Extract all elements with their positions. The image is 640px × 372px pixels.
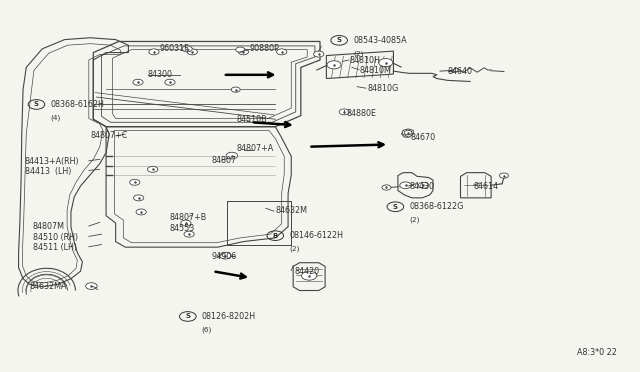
Text: (6): (6) bbox=[202, 327, 212, 333]
Text: (4): (4) bbox=[51, 115, 61, 121]
Text: 84807M: 84807M bbox=[33, 222, 65, 231]
Text: 84632MA: 84632MA bbox=[29, 282, 67, 291]
Circle shape bbox=[301, 271, 317, 280]
Text: 84810G: 84810G bbox=[367, 84, 399, 93]
Text: 08146-6122H: 08146-6122H bbox=[289, 231, 343, 240]
Text: 84807+A: 84807+A bbox=[237, 144, 274, 153]
Circle shape bbox=[184, 231, 194, 237]
Text: 84632M: 84632M bbox=[275, 206, 307, 215]
Circle shape bbox=[327, 61, 341, 69]
Text: 84510B: 84510B bbox=[237, 115, 268, 124]
Text: 84553: 84553 bbox=[170, 224, 195, 233]
Circle shape bbox=[220, 252, 231, 259]
Text: 84413  (LH): 84413 (LH) bbox=[25, 167, 71, 176]
Circle shape bbox=[133, 79, 143, 85]
Circle shape bbox=[226, 152, 237, 159]
Text: S: S bbox=[393, 204, 398, 210]
Circle shape bbox=[276, 49, 287, 55]
Text: 08126-8202H: 08126-8202H bbox=[202, 312, 256, 321]
Circle shape bbox=[136, 209, 147, 215]
Circle shape bbox=[379, 58, 393, 67]
Text: 84420: 84420 bbox=[294, 267, 319, 276]
Text: 84614: 84614 bbox=[473, 182, 499, 190]
Text: (2): (2) bbox=[353, 51, 364, 57]
Circle shape bbox=[130, 179, 140, 185]
Text: 90880P: 90880P bbox=[250, 44, 280, 53]
Circle shape bbox=[400, 182, 412, 189]
Circle shape bbox=[238, 49, 248, 55]
Text: 96031F: 96031F bbox=[159, 44, 189, 53]
Circle shape bbox=[404, 131, 412, 135]
Circle shape bbox=[149, 49, 159, 55]
Text: 84810M: 84810M bbox=[360, 66, 392, 75]
Text: 84810H: 84810H bbox=[349, 56, 380, 65]
Text: S: S bbox=[186, 314, 190, 320]
Circle shape bbox=[134, 195, 144, 201]
Text: 84413+A(RH): 84413+A(RH) bbox=[25, 157, 79, 166]
Text: 08368-6122G: 08368-6122G bbox=[410, 202, 464, 211]
Text: A8:3*0 22: A8:3*0 22 bbox=[577, 348, 617, 357]
Circle shape bbox=[182, 46, 192, 52]
Text: (2): (2) bbox=[410, 217, 420, 223]
Text: 08368-6162H: 08368-6162H bbox=[51, 100, 104, 109]
Circle shape bbox=[314, 51, 324, 57]
Circle shape bbox=[339, 109, 349, 115]
Text: 84880E: 84880E bbox=[347, 109, 377, 118]
Text: 84300: 84300 bbox=[148, 70, 173, 79]
Text: 94906: 94906 bbox=[211, 252, 237, 261]
Text: 84640: 84640 bbox=[448, 67, 473, 76]
Text: 84670: 84670 bbox=[411, 133, 436, 142]
Text: (2): (2) bbox=[289, 246, 300, 252]
Text: 84430: 84430 bbox=[410, 182, 435, 190]
Circle shape bbox=[499, 173, 508, 178]
Circle shape bbox=[419, 182, 429, 188]
Circle shape bbox=[382, 185, 391, 190]
Text: S: S bbox=[337, 37, 342, 44]
Text: 84807+C: 84807+C bbox=[90, 131, 127, 141]
Text: B: B bbox=[273, 232, 278, 239]
Text: 84807+B: 84807+B bbox=[170, 213, 207, 222]
Circle shape bbox=[180, 220, 191, 226]
Circle shape bbox=[187, 49, 197, 55]
Circle shape bbox=[148, 166, 158, 172]
Text: 84510 (RH): 84510 (RH) bbox=[33, 232, 77, 242]
Text: 84511 (LH): 84511 (LH) bbox=[33, 243, 77, 252]
Circle shape bbox=[165, 79, 175, 85]
Text: 84807: 84807 bbox=[211, 155, 237, 164]
Circle shape bbox=[231, 87, 240, 92]
Circle shape bbox=[86, 283, 97, 289]
Text: 08543-4085A: 08543-4085A bbox=[353, 36, 407, 45]
Circle shape bbox=[236, 47, 244, 52]
Text: S: S bbox=[34, 102, 39, 108]
